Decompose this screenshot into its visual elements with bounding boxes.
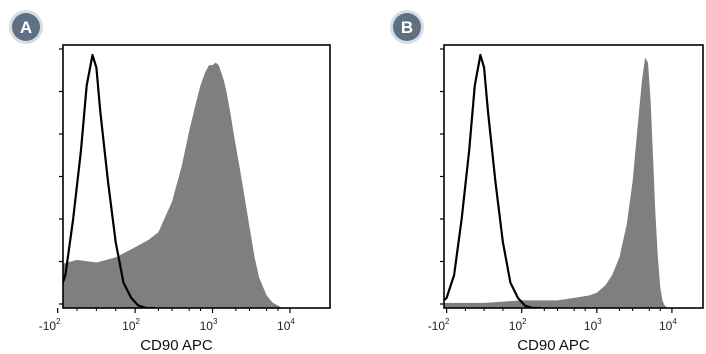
panel-badge-letter: A: [20, 18, 32, 37]
x-tick-label: 102: [509, 317, 527, 333]
x-axis-title: CD90 APC: [140, 337, 213, 354]
panel-badge: A: [9, 10, 43, 44]
x-axis-title: CD90 APC: [517, 337, 590, 354]
stained-histogram-area: [444, 57, 669, 308]
panel-badge-circle: [12, 13, 40, 41]
x-tick-label: 103: [200, 317, 218, 333]
x-tick-label-base: -10: [39, 319, 57, 333]
x-tick-label-exponent: 2: [56, 317, 61, 326]
panel-badge-circle: [393, 13, 421, 41]
x-tick-label: -102: [428, 317, 450, 333]
x-tick-label: 103: [584, 317, 602, 333]
x-tick-label-exponent: 3: [597, 317, 602, 326]
isotype-control-line: [444, 53, 541, 308]
x-tick-label: 102: [122, 317, 140, 333]
x-tick-label-exponent: 2: [136, 317, 141, 326]
panel-badge-letter: B: [401, 18, 413, 37]
x-tick-label-base: 10: [277, 319, 291, 333]
x-tick-label-base: 10: [584, 319, 598, 333]
x-tick-label: 104: [277, 317, 295, 333]
panel-badge: B: [390, 10, 424, 44]
x-tick-label: 104: [659, 317, 677, 333]
x-tick-label: -102: [39, 317, 61, 333]
plot-area: [444, 53, 669, 308]
x-tick-label-exponent: 4: [672, 317, 677, 326]
stained-histogram-area: [63, 62, 283, 308]
x-tick-label-base: -10: [428, 319, 446, 333]
plot-area: [63, 53, 283, 308]
x-tick-label-base: 10: [509, 319, 523, 333]
isotype-control-line: [63, 53, 155, 308]
x-tick-label-base: 10: [122, 319, 136, 333]
x-tick-label-exponent: 2: [522, 317, 527, 326]
x-tick-label-exponent: 4: [290, 317, 295, 326]
plot-frame: [443, 44, 704, 309]
x-tick-label-exponent: 2: [445, 317, 450, 326]
x-tick-label-base: 10: [200, 319, 214, 333]
x-tick-label-base: 10: [659, 319, 673, 333]
x-tick-label-exponent: 3: [213, 317, 218, 326]
